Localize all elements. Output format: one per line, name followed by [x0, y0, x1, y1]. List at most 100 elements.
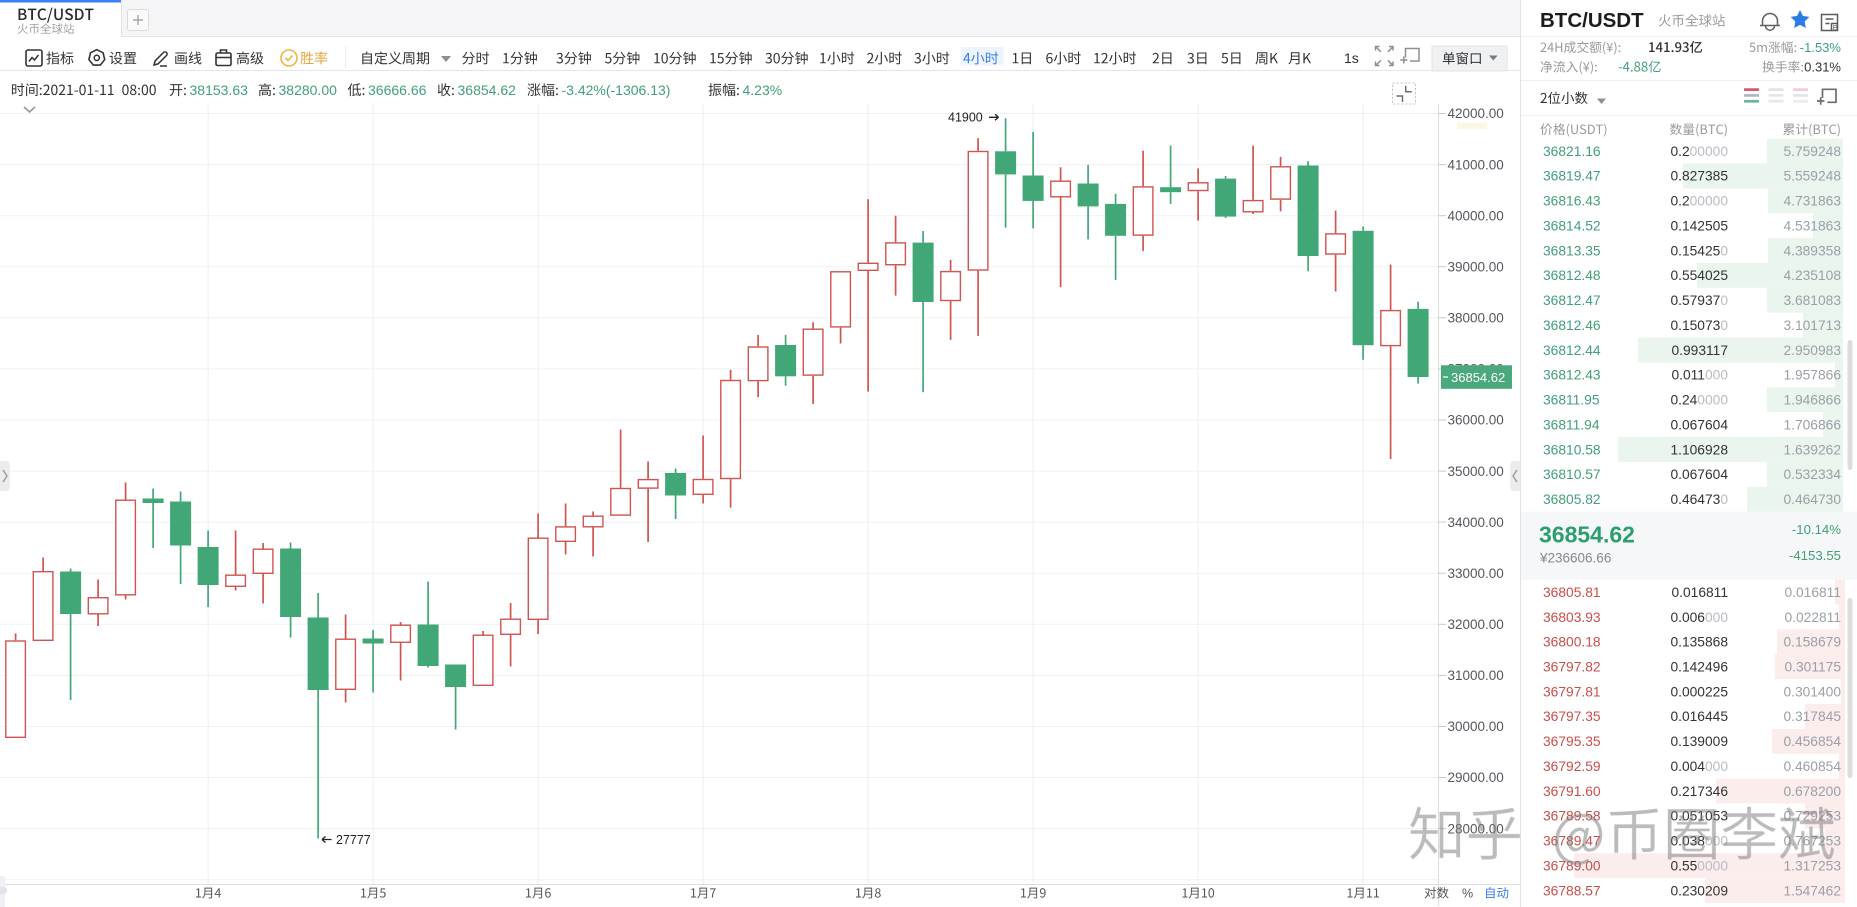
- svg-text:4.731863: 4.731863: [1783, 194, 1841, 209]
- svg-text:29000.00: 29000.00: [1448, 770, 1504, 785]
- svg-text:-3.42%(-1306.13): -3.42%(-1306.13): [562, 82, 671, 98]
- svg-text:¥236606.66: ¥236606.66: [1539, 551, 1611, 566]
- svg-text:36854.62: 36854.62: [1539, 522, 1635, 548]
- svg-text:35000.00: 35000.00: [1448, 464, 1504, 479]
- svg-text:0.464730: 0.464730: [1783, 492, 1841, 507]
- svg-text:36000.00: 36000.00: [1448, 413, 1504, 428]
- svg-text:36814.52: 36814.52: [1543, 218, 1601, 233]
- svg-text:34000.00: 34000.00: [1448, 515, 1504, 530]
- svg-text:36803.93: 36803.93: [1543, 610, 1601, 625]
- svg-text:-1.53%: -1.53%: [1800, 40, 1842, 55]
- svg-text:36797.82: 36797.82: [1543, 659, 1601, 674]
- svg-text:32000.00: 32000.00: [1448, 617, 1504, 632]
- svg-text:38000.00: 38000.00: [1448, 311, 1504, 326]
- svg-text:36805.81: 36805.81: [1543, 585, 1601, 600]
- svg-text:36854.62: 36854.62: [1451, 370, 1505, 385]
- svg-text:4.389358: 4.389358: [1783, 243, 1841, 258]
- svg-text:1.946866: 1.946866: [1783, 393, 1841, 408]
- svg-text:36811.94: 36811.94: [1543, 417, 1600, 432]
- svg-text:30000.00: 30000.00: [1448, 719, 1504, 734]
- svg-text:1s: 1s: [1344, 50, 1359, 66]
- svg-text:0.135868: 0.135868: [1670, 635, 1728, 650]
- svg-text:33000.00: 33000.00: [1448, 566, 1504, 581]
- svg-text:0.139009: 0.139009: [1670, 734, 1728, 749]
- svg-text:0.067604: 0.067604: [1670, 417, 1728, 432]
- svg-text:36666.66: 36666.66: [368, 82, 427, 98]
- svg-text:1.106928: 1.106928: [1670, 442, 1728, 457]
- svg-text:1.317253: 1.317253: [1783, 858, 1841, 873]
- svg-text:%: %: [1462, 887, 1473, 901]
- svg-text:27777: 27777: [336, 833, 371, 847]
- svg-text:BTC/USDT: BTC/USDT: [1540, 9, 1644, 32]
- svg-text:0.579370: 0.579370: [1670, 293, 1728, 308]
- svg-text:0.016811: 0.016811: [1671, 585, 1728, 600]
- svg-text:38153.63: 38153.63: [190, 82, 249, 98]
- svg-text:36795.35: 36795.35: [1543, 734, 1601, 749]
- svg-text:0.217346: 0.217346: [1670, 784, 1728, 799]
- svg-text:36812.48: 36812.48: [1543, 268, 1601, 283]
- svg-text:0.154250: 0.154250: [1670, 243, 1728, 258]
- svg-text:5.759248: 5.759248: [1783, 144, 1841, 159]
- svg-text:36797.35: 36797.35: [1543, 709, 1601, 724]
- svg-text:4.531863: 4.531863: [1783, 218, 1841, 233]
- svg-text:36812.44: 36812.44: [1543, 343, 1601, 358]
- svg-text:5.559248: 5.559248: [1783, 169, 1841, 184]
- svg-text:36813.35: 36813.35: [1543, 243, 1601, 258]
- svg-text:36789.00: 36789.00: [1543, 858, 1601, 873]
- svg-text:36791.60: 36791.60: [1543, 784, 1601, 799]
- svg-text:0.240000: 0.240000: [1670, 393, 1728, 408]
- svg-text:1.706866: 1.706866: [1783, 417, 1841, 432]
- svg-text:2.950983: 2.950983: [1783, 343, 1841, 358]
- svg-text:0.993117: 0.993117: [1671, 343, 1728, 358]
- svg-text:0.554025: 0.554025: [1670, 268, 1728, 283]
- svg-text:36812.46: 36812.46: [1543, 318, 1601, 333]
- svg-text:0.150730: 0.150730: [1670, 318, 1728, 333]
- svg-text:0.004000: 0.004000: [1670, 759, 1728, 774]
- svg-text:0.000225: 0.000225: [1670, 684, 1728, 699]
- svg-text:38280.00: 38280.00: [279, 82, 338, 98]
- svg-text:0.456854: 0.456854: [1783, 734, 1841, 749]
- svg-text:36821.16: 36821.16: [1543, 144, 1601, 159]
- svg-text:0.200000: 0.200000: [1670, 194, 1728, 209]
- svg-text:0.158679: 0.158679: [1783, 635, 1841, 650]
- svg-text:0.550000: 0.550000: [1670, 858, 1728, 873]
- svg-text:36792.59: 36792.59: [1543, 759, 1601, 774]
- svg-text:-10.14%: -10.14%: [1792, 522, 1841, 537]
- svg-text:28000.00: 28000.00: [1448, 821, 1504, 836]
- svg-text:0.31%: 0.31%: [1804, 60, 1841, 75]
- svg-text:0.006000: 0.006000: [1670, 610, 1728, 625]
- svg-text:36854.62: 36854.62: [458, 82, 517, 98]
- svg-text:3.681083: 3.681083: [1783, 293, 1841, 308]
- svg-text:1.547462: 1.547462: [1783, 883, 1841, 898]
- svg-text:36797.81: 36797.81: [1543, 684, 1601, 699]
- svg-text:0.317845: 0.317845: [1783, 709, 1841, 724]
- svg-text:0.142505: 0.142505: [1670, 218, 1728, 233]
- svg-text:39000.00: 39000.00: [1448, 259, 1504, 274]
- svg-text:0.301400: 0.301400: [1783, 684, 1841, 699]
- svg-text:0.016811: 0.016811: [1784, 585, 1841, 600]
- svg-text:36811.95: 36811.95: [1543, 393, 1600, 408]
- svg-text:0.200000: 0.200000: [1670, 144, 1728, 159]
- svg-text:0.067604: 0.067604: [1670, 467, 1728, 482]
- svg-text:1.957866: 1.957866: [1783, 368, 1841, 383]
- svg-text:36788.57: 36788.57: [1543, 883, 1601, 898]
- svg-text:3.101713: 3.101713: [1783, 318, 1841, 333]
- svg-text:36805.82: 36805.82: [1543, 492, 1601, 507]
- svg-text:36810.57: 36810.57: [1543, 467, 1601, 482]
- svg-text:0.230209: 0.230209: [1670, 883, 1728, 898]
- svg-text:31000.00: 31000.00: [1448, 668, 1504, 683]
- svg-text:0.142496: 0.142496: [1670, 659, 1728, 674]
- svg-text:41900: 41900: [948, 111, 983, 125]
- svg-text:0.827385: 0.827385: [1670, 169, 1728, 184]
- svg-text:0.011000: 0.011000: [1671, 368, 1728, 383]
- svg-text:1.639262: 1.639262: [1783, 442, 1841, 457]
- svg-text:36800.18: 36800.18: [1543, 635, 1601, 650]
- svg-text:42000.00: 42000.00: [1448, 106, 1504, 121]
- svg-text:0.532334: 0.532334: [1783, 467, 1841, 482]
- svg-text:0.301175: 0.301175: [1784, 659, 1841, 674]
- svg-text:36816.43: 36816.43: [1543, 194, 1601, 209]
- svg-text:-4153.55: -4153.55: [1789, 548, 1841, 563]
- svg-text:0.022811: 0.022811: [1784, 610, 1841, 625]
- svg-text:4.235108: 4.235108: [1783, 268, 1841, 283]
- svg-text:0.678200: 0.678200: [1783, 784, 1841, 799]
